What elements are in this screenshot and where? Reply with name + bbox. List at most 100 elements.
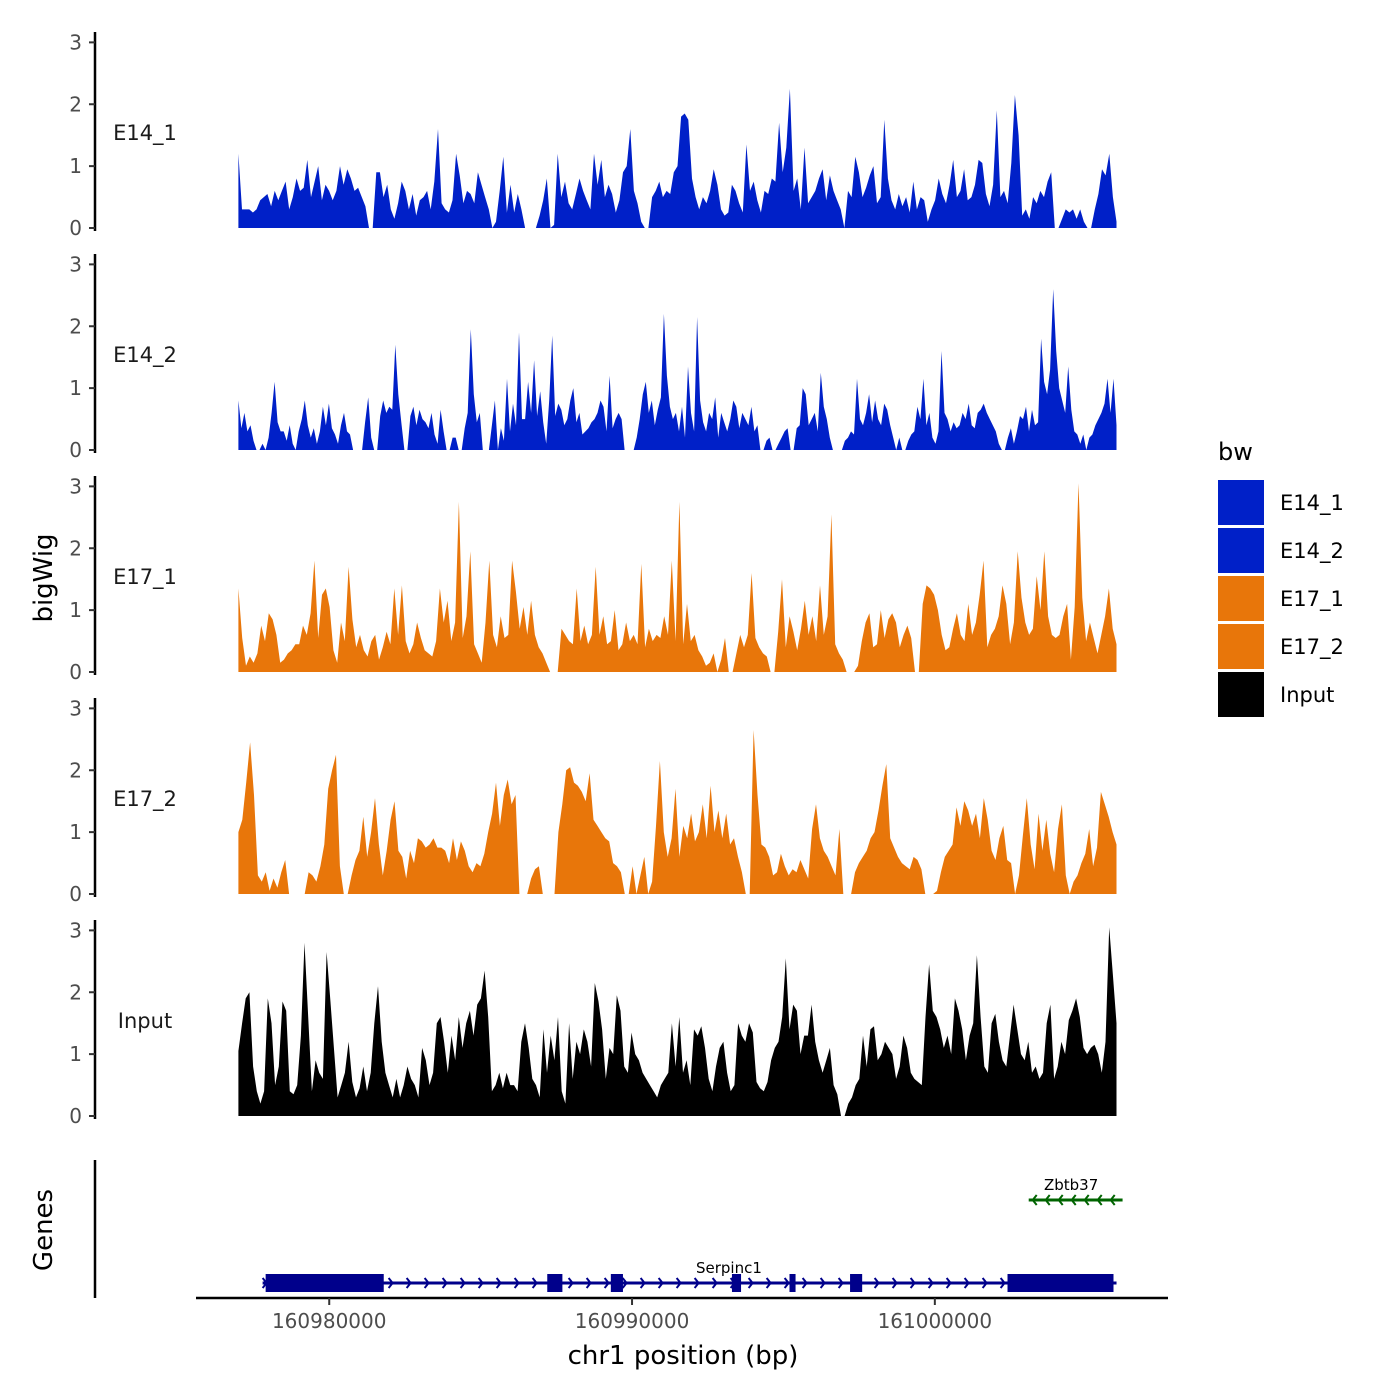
strand-arrow: [495, 1277, 502, 1289]
track-e14-2: 0 1 2 3 E14_2: [69, 252, 1117, 462]
x-tick-label: 160980000: [272, 1309, 387, 1333]
y-tick-label: 3: [69, 252, 82, 276]
legend-item-e17-2: E17_2: [1218, 624, 1344, 669]
strand-arrow: [459, 1277, 466, 1289]
y-tick-label: 0: [69, 438, 82, 462]
strand-arrow: [837, 1277, 844, 1289]
signal-area-e17-2: [238, 730, 1117, 894]
strand-arrow: [531, 1277, 538, 1289]
strand-arrow: [621, 1277, 628, 1289]
strand-arrow: [585, 1277, 592, 1289]
track-input: 0 1 2 3 Input: [69, 918, 1117, 1128]
y-tick-label: 3: [69, 918, 82, 942]
strand-arrow: [1096, 1194, 1103, 1206]
strand-arrow: [405, 1277, 412, 1289]
legend-swatch: [1218, 480, 1264, 525]
legend-swatch: [1218, 672, 1264, 717]
strand-arrow: [675, 1277, 682, 1289]
y-tick-label: 1: [69, 598, 82, 622]
strand-arrow: [477, 1277, 484, 1289]
y-tick-label: 3: [69, 474, 82, 498]
strand-arrow: [639, 1277, 646, 1289]
exon: [1007, 1274, 1114, 1292]
legend: bw E14_1 E14_2 E17_1 E17_2 Input: [1218, 438, 1344, 717]
legend-swatch: [1218, 576, 1264, 621]
track-label: E14_2: [113, 343, 177, 368]
legend-item-e14-2: E14_2: [1218, 528, 1344, 573]
legend-swatch: [1218, 624, 1264, 669]
y-tick-label: 1: [69, 376, 82, 400]
y-tick-label: 2: [69, 314, 82, 338]
strand-arrow: [1057, 1194, 1064, 1206]
exon: [731, 1274, 742, 1292]
strand-arrow: [765, 1277, 772, 1289]
strand-arrow: [927, 1277, 934, 1289]
legend-label: E14_2: [1280, 539, 1344, 564]
strand-arrow: [783, 1277, 790, 1289]
signal-area-input: [238, 927, 1117, 1116]
strand-arrow: [657, 1277, 664, 1289]
signal-area-e14-2: [238, 289, 1117, 450]
y-tick-label: 2: [69, 92, 82, 116]
track-label: E17_2: [113, 787, 177, 812]
y-tick-label: 1: [69, 1042, 82, 1066]
strand-arrow: [1083, 1194, 1090, 1206]
track-label: E17_1: [113, 565, 177, 590]
track-e14-1: 0 1 2 3 E14_1: [69, 30, 1117, 240]
strand-arrow: [1070, 1194, 1077, 1206]
signal-area-e14-1: [238, 88, 1117, 228]
strand-arrow: [963, 1277, 970, 1289]
gene-label: Serpinc1: [696, 1259, 762, 1277]
gene-track-panel: 160980000 160990000 161000000 Serpinc1 Zbtb3…: [93, 1160, 1168, 1333]
strand-arrow: [891, 1277, 898, 1289]
strand-arrow: [1031, 1194, 1038, 1206]
x-tick-label: 160990000: [575, 1309, 690, 1333]
strand-arrow: [747, 1277, 754, 1289]
strand-arrow: [945, 1277, 952, 1289]
gene-zbtb37: Zbtb37: [1028, 1176, 1123, 1206]
legend-item-e17-1: E17_1: [1218, 576, 1344, 621]
legend-item-input: Input: [1218, 672, 1334, 717]
track-e17-1: 0 1 2 3 E17_1: [69, 474, 1117, 684]
y-tick-label: 2: [69, 758, 82, 782]
strand-arrow: [1109, 1194, 1116, 1206]
strand-arrow: [801, 1277, 808, 1289]
legend-item-e14-1: E14_1: [1218, 480, 1344, 525]
legend-label: Input: [1280, 683, 1334, 707]
y-tick-label: 0: [69, 1104, 82, 1128]
strand-arrow: [819, 1277, 826, 1289]
legend-label: E17_1: [1280, 587, 1344, 612]
strand-arrow: [441, 1277, 448, 1289]
strand-arrow: [873, 1277, 880, 1289]
gene-label: Zbtb37: [1044, 1176, 1098, 1194]
y-tick-label: 0: [69, 882, 82, 906]
strand-arrow: [999, 1277, 1006, 1289]
exon: [547, 1274, 563, 1292]
legend-label: E14_1: [1280, 491, 1344, 516]
exon: [850, 1274, 863, 1292]
track-label: Input: [118, 1009, 172, 1033]
strand-arrow: [513, 1277, 520, 1289]
strand-arrow: [909, 1277, 916, 1289]
legend-label: E17_2: [1280, 635, 1344, 660]
strand-arrow: [981, 1277, 988, 1289]
y-tick-label: 1: [69, 154, 82, 178]
strand-arrow: [603, 1277, 610, 1289]
strand-arrow: [711, 1277, 718, 1289]
exon: [610, 1274, 623, 1292]
strand-arrow: [387, 1277, 394, 1289]
signal-area-e17-1: [238, 483, 1117, 672]
y-tick-label: 2: [69, 980, 82, 1004]
strand-arrow: [1044, 1194, 1051, 1206]
x-tick-label: 161000000: [878, 1309, 993, 1333]
y-tick-label: 0: [69, 660, 82, 684]
y-tick-label: 2: [69, 536, 82, 560]
strand-arrow: [693, 1277, 700, 1289]
exon: [265, 1274, 384, 1292]
legend-swatch: [1218, 528, 1264, 573]
y-tick-label: 3: [69, 696, 82, 720]
track-label: E14_1: [113, 121, 177, 146]
y-axis-title: bigWig: [29, 533, 59, 622]
strand-arrow: [423, 1277, 430, 1289]
